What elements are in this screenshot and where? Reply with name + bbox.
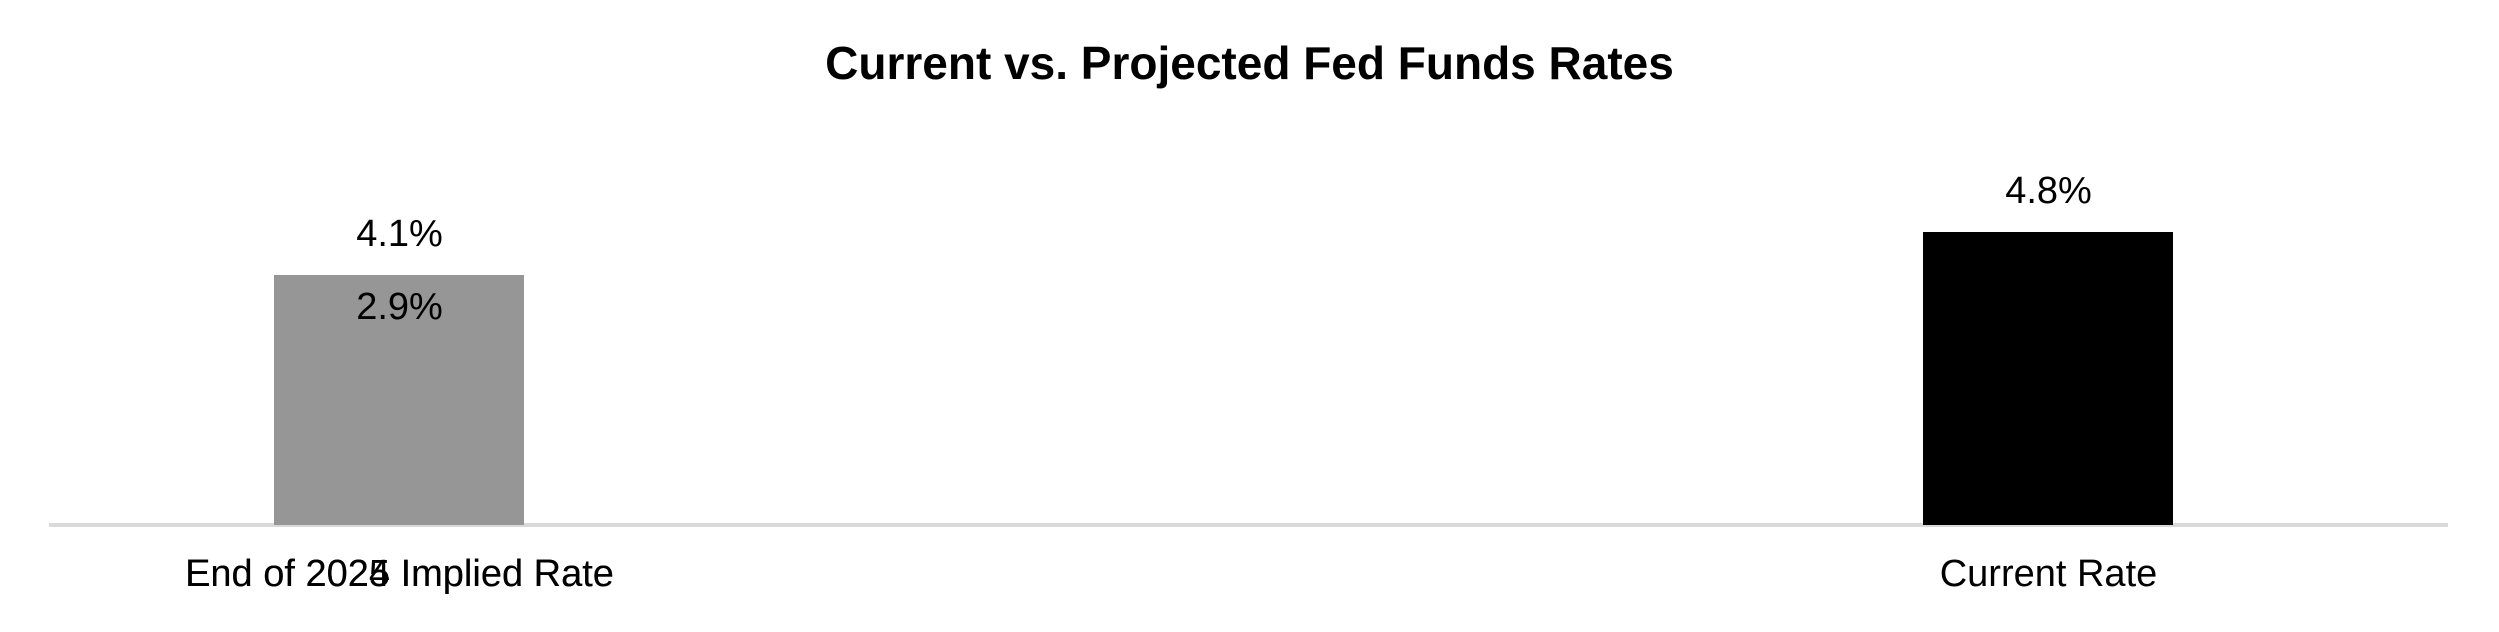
bar-value-label: 4.1% bbox=[356, 213, 443, 256]
category-label: End of 2025 Implied Rate bbox=[185, 553, 614, 595]
chart-title: Current vs. Projected Fed Funds Rates bbox=[825, 37, 1674, 89]
bar-current-rate bbox=[1923, 232, 2173, 525]
category-label: End of 2024 Implied Rate bbox=[185, 553, 614, 595]
bar-group: 2.9% End of 2025 Implied Rate bbox=[0, 0, 799, 632]
bar-group: 4.8% Current Rate bbox=[1649, 0, 2448, 632]
x-axis-line bbox=[49, 523, 2448, 527]
category-label: Current Rate bbox=[1939, 553, 2158, 595]
bar-end-2025-implied-rate bbox=[274, 348, 524, 525]
bar-value-label: 4.8% bbox=[2005, 170, 2092, 213]
bar-value-label: 2.9% bbox=[356, 286, 443, 329]
